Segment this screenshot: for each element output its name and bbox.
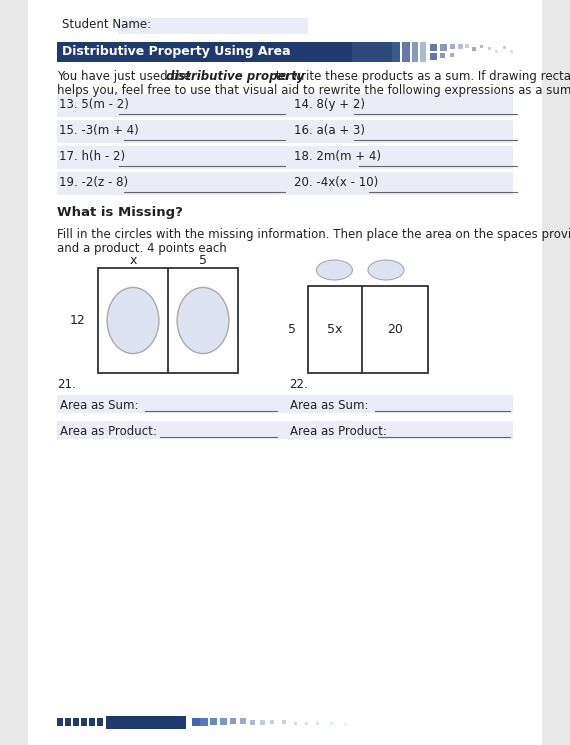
Bar: [450, 44, 455, 49]
Text: 19. -2(z - 8): 19. -2(z - 8): [59, 176, 128, 189]
Text: 20: 20: [387, 323, 403, 336]
Bar: [488, 47, 491, 50]
Bar: [106, 716, 186, 729]
Text: Area as Product:: Area as Product:: [60, 425, 157, 438]
Bar: [57, 146, 513, 169]
Bar: [240, 718, 246, 724]
Ellipse shape: [368, 260, 404, 280]
Bar: [503, 46, 506, 49]
Text: 22.: 22.: [289, 378, 308, 391]
Text: 15. -3(m + 4): 15. -3(m + 4): [59, 124, 139, 137]
Bar: [57, 395, 513, 413]
Text: Area as Product:: Area as Product:: [290, 425, 387, 438]
Text: 18. 2m(m + 4): 18. 2m(m + 4): [294, 150, 381, 163]
Text: You have just used the: You have just used the: [57, 70, 194, 83]
Text: 14. 8(y + 2): 14. 8(y + 2): [294, 98, 365, 111]
Text: Student Name:: Student Name:: [62, 18, 151, 31]
Bar: [402, 42, 410, 62]
Bar: [57, 120, 513, 143]
Bar: [118, 18, 308, 34]
Bar: [73, 718, 79, 726]
Text: 16. a(a + 3): 16. a(a + 3): [294, 124, 365, 137]
Bar: [465, 44, 469, 48]
Bar: [480, 45, 483, 48]
Bar: [192, 718, 200, 726]
Bar: [81, 718, 87, 726]
Bar: [230, 718, 236, 724]
Bar: [98, 268, 238, 373]
Bar: [250, 720, 255, 725]
Bar: [308, 286, 428, 373]
Text: 12: 12: [70, 314, 86, 327]
Bar: [282, 720, 286, 724]
Text: Area as Sum:: Area as Sum:: [290, 399, 368, 412]
Bar: [57, 94, 513, 117]
Ellipse shape: [316, 260, 352, 280]
Bar: [420, 42, 426, 62]
Ellipse shape: [177, 288, 229, 354]
Bar: [510, 50, 513, 53]
Bar: [458, 44, 463, 49]
Text: x: x: [129, 254, 137, 267]
Text: and a product. 4 points each: and a product. 4 points each: [57, 242, 227, 255]
Bar: [220, 718, 227, 725]
Bar: [316, 722, 319, 725]
Text: to write these products as a sum. If drawing rectangles: to write these products as a sum. If dra…: [272, 70, 570, 83]
Text: What is Missing?: What is Missing?: [57, 206, 183, 219]
Text: 20. -4x(x - 10): 20. -4x(x - 10): [294, 176, 378, 189]
Bar: [97, 718, 103, 726]
Bar: [440, 44, 447, 51]
Bar: [495, 50, 498, 53]
Text: 5: 5: [199, 254, 207, 267]
Bar: [305, 722, 308, 725]
Bar: [412, 42, 418, 62]
Bar: [89, 718, 95, 726]
Bar: [200, 718, 208, 726]
Text: 13. 5(m - 2): 13. 5(m - 2): [59, 98, 129, 111]
Text: 5x: 5x: [327, 323, 343, 336]
Text: distributive property: distributive property: [165, 70, 304, 83]
Bar: [430, 44, 437, 51]
Bar: [450, 53, 454, 57]
Bar: [57, 42, 352, 62]
Bar: [65, 718, 71, 726]
Bar: [330, 722, 333, 725]
Text: helps you, feel free to use that visual aid to rewrite the following expressions: helps you, feel free to use that visual …: [57, 84, 570, 97]
Text: Fill in the circles with the missing information. Then place the area on the spa: Fill in the circles with the missing inf…: [57, 228, 570, 241]
Text: 21.: 21.: [57, 378, 76, 391]
Text: Area as Sum:: Area as Sum:: [60, 399, 139, 412]
Bar: [57, 421, 513, 439]
Bar: [260, 720, 265, 725]
Bar: [210, 718, 217, 725]
Bar: [57, 172, 513, 195]
Bar: [430, 53, 437, 60]
Bar: [472, 47, 476, 51]
Ellipse shape: [107, 288, 159, 354]
Bar: [270, 720, 274, 724]
Text: Distributive Property Using Area: Distributive Property Using Area: [62, 45, 291, 58]
Bar: [294, 722, 297, 725]
Text: 17. h(h - 2): 17. h(h - 2): [59, 150, 125, 163]
Text: 5: 5: [288, 323, 296, 336]
Bar: [392, 42, 400, 62]
Bar: [57, 718, 63, 726]
Bar: [352, 42, 392, 62]
Bar: [344, 723, 347, 726]
Bar: [440, 53, 445, 58]
